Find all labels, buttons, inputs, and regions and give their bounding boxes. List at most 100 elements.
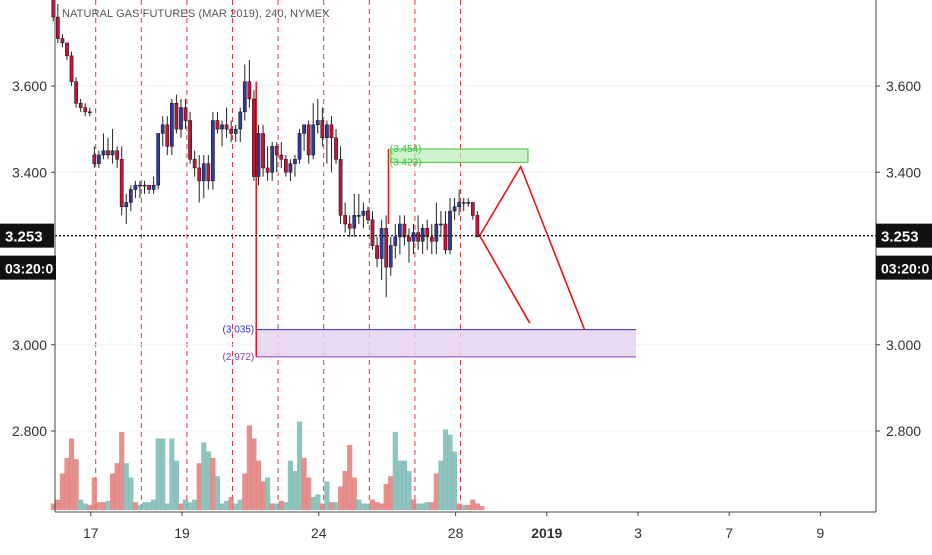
candle-body bbox=[78, 103, 83, 108]
candlestick bbox=[407, 228, 411, 263]
volume-bar bbox=[337, 486, 344, 510]
candlestick bbox=[356, 193, 361, 224]
candlestick bbox=[252, 90, 256, 181]
candle-body bbox=[206, 163, 211, 182]
current-price-badge-left: 3.253 bbox=[0, 223, 54, 248]
candle-body bbox=[115, 150, 119, 160]
candlestick bbox=[60, 34, 65, 48]
volume-bar bbox=[406, 471, 412, 510]
target-zone-bottom-label: (2.972) bbox=[223, 352, 255, 363]
candlestick bbox=[402, 215, 407, 246]
candlestick bbox=[74, 77, 78, 108]
candlestick bbox=[110, 129, 115, 164]
candle-body bbox=[128, 189, 133, 203]
volume-bar bbox=[351, 477, 357, 510]
candle-body bbox=[338, 159, 343, 216]
candle-body bbox=[256, 133, 261, 177]
candle-body bbox=[233, 128, 238, 134]
volume-bar bbox=[109, 473, 116, 510]
candlestick bbox=[425, 219, 430, 250]
volume-bar bbox=[292, 471, 298, 510]
candlestick bbox=[201, 155, 206, 199]
volume-bar bbox=[306, 477, 312, 510]
volume-bar bbox=[447, 434, 453, 510]
volume-bar bbox=[392, 432, 398, 510]
candle-body bbox=[156, 133, 161, 186]
volume-bar bbox=[301, 458, 307, 510]
annotation-zones: (3.454) (3.423) (3.035) (2.972) bbox=[223, 81, 636, 363]
volume-bar bbox=[420, 503, 426, 510]
candlestick bbox=[388, 236, 393, 276]
candle-body bbox=[302, 124, 306, 134]
price-tick-label-right: 2.800 bbox=[886, 423, 921, 439]
candlestick bbox=[151, 176, 156, 194]
candle-body bbox=[343, 215, 347, 225]
candle-body bbox=[402, 223, 407, 238]
candle-body bbox=[470, 202, 475, 216]
candlestick bbox=[165, 116, 170, 155]
target-zone-top-label: (3.035) bbox=[223, 325, 255, 336]
time-tick-label: 19 bbox=[174, 525, 190, 541]
candle-body bbox=[242, 81, 247, 113]
candle-body bbox=[375, 245, 379, 259]
candle-body bbox=[288, 163, 293, 173]
candle-body bbox=[306, 124, 311, 156]
volume-bar bbox=[233, 503, 239, 510]
candle-body bbox=[366, 210, 370, 220]
candlestick bbox=[429, 224, 434, 255]
volume-bar bbox=[438, 460, 444, 510]
volume-bar bbox=[333, 502, 339, 510]
candlesticks[interactable] bbox=[51, 0, 480, 298]
candle-body bbox=[92, 154, 97, 164]
candlestick bbox=[325, 120, 329, 164]
candlestick bbox=[274, 142, 279, 173]
candle-body bbox=[201, 163, 206, 182]
candlestick bbox=[347, 215, 352, 237]
price-tick-label-right: 3.600 bbox=[886, 78, 921, 94]
candle-body bbox=[160, 124, 165, 134]
candlestick bbox=[247, 60, 252, 108]
candle-body bbox=[97, 154, 101, 164]
candle-body bbox=[69, 55, 74, 82]
volume-bar bbox=[424, 502, 430, 510]
candlestick bbox=[306, 120, 311, 164]
volume-bar bbox=[451, 451, 458, 510]
candle-body bbox=[452, 206, 457, 212]
candle-body bbox=[425, 228, 430, 238]
volume-bar bbox=[319, 503, 325, 510]
volume-bar bbox=[50, 503, 56, 510]
countdown-badge-right: 03:20:0 bbox=[876, 255, 932, 280]
volume-bar bbox=[397, 460, 403, 510]
session-separators bbox=[55, 0, 876, 512]
candlestick bbox=[115, 146, 119, 168]
candlestick bbox=[461, 198, 466, 212]
candle-body bbox=[293, 159, 297, 164]
candlestick bbox=[265, 146, 270, 181]
candle-body bbox=[388, 245, 393, 268]
candlestick bbox=[138, 180, 142, 199]
time-tick-label: 17 bbox=[83, 525, 99, 541]
candlestick bbox=[293, 155, 297, 177]
candlestick bbox=[393, 224, 398, 259]
candlestick bbox=[124, 193, 129, 224]
candle-body bbox=[65, 42, 69, 57]
candlestick bbox=[215, 111, 220, 134]
candle-body bbox=[352, 215, 357, 229]
candle-body bbox=[215, 120, 220, 130]
candlestick bbox=[443, 211, 448, 255]
volume-bar bbox=[479, 506, 485, 510]
candle-body bbox=[393, 236, 398, 246]
candle-body bbox=[475, 215, 480, 238]
candlestick bbox=[56, 4, 60, 43]
candlestick bbox=[147, 184, 151, 194]
volume-bar bbox=[105, 500, 111, 510]
candle-body bbox=[265, 167, 270, 173]
candlestick bbox=[83, 103, 88, 117]
volume-bar bbox=[242, 473, 248, 510]
candle-body bbox=[119, 159, 124, 207]
volume-bar bbox=[173, 460, 180, 510]
candle-body bbox=[274, 146, 279, 156]
volume-bar bbox=[141, 502, 148, 510]
